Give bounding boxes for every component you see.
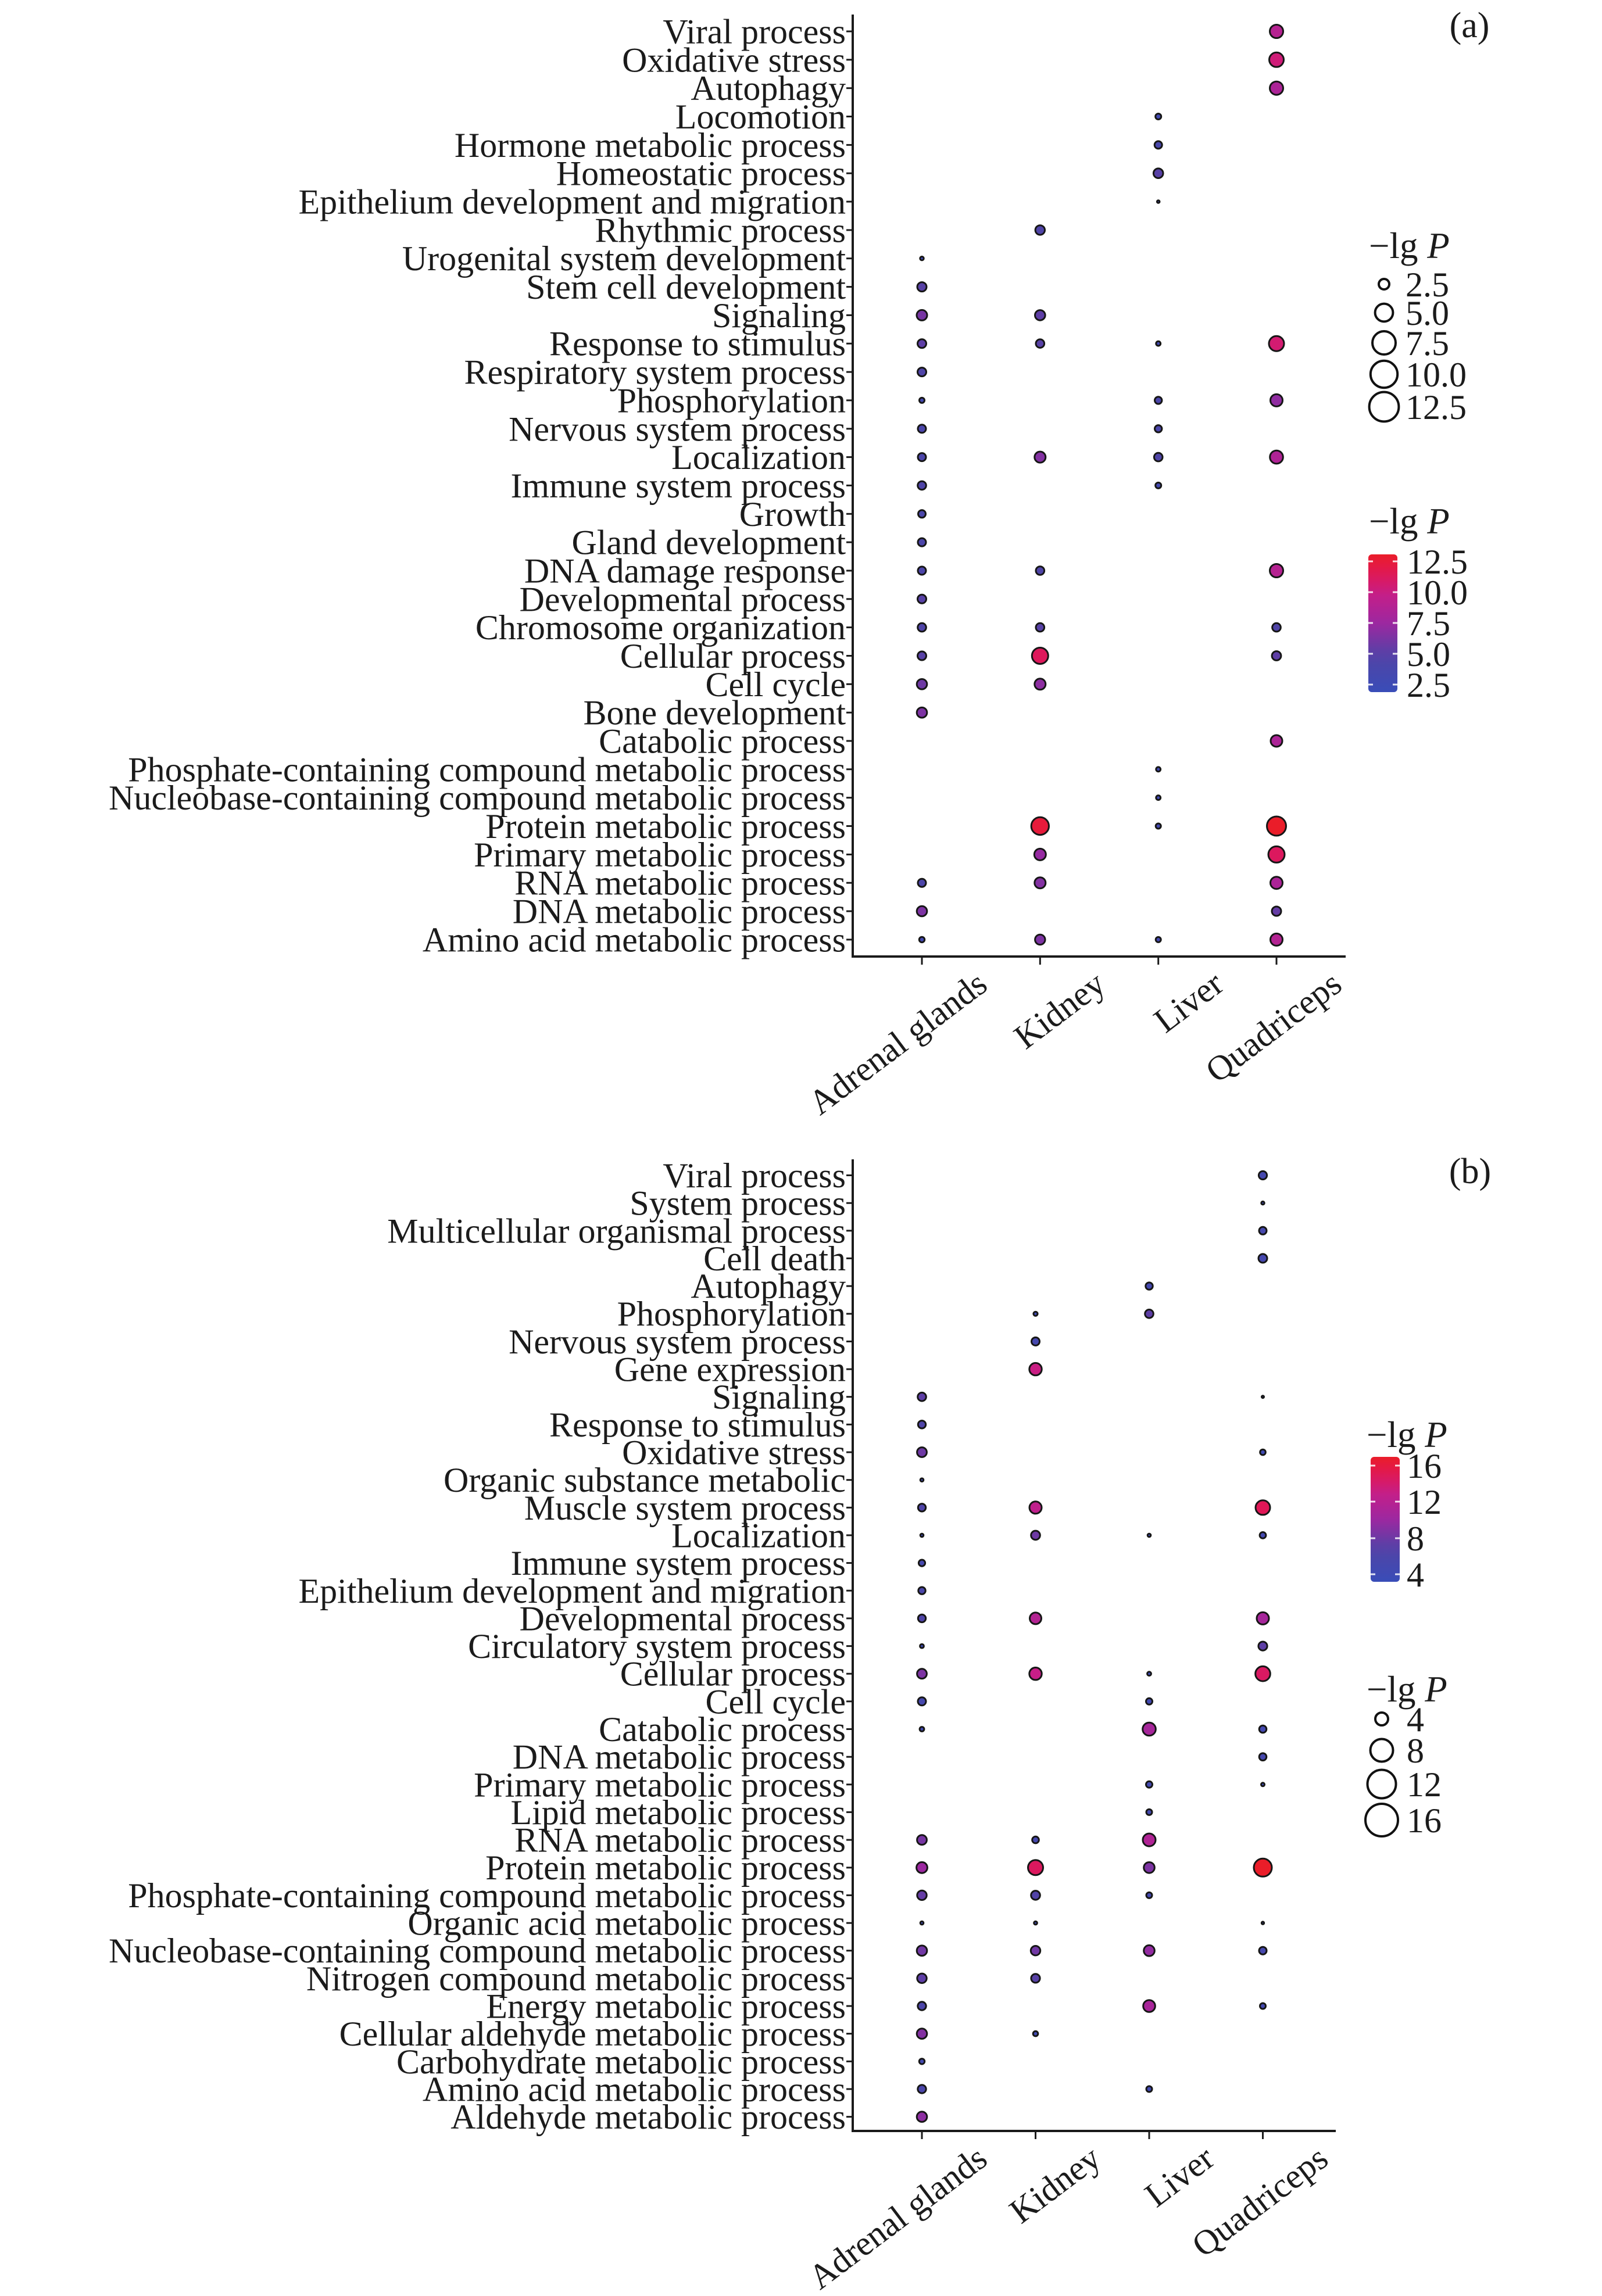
svg-text:16: 16 [1407, 1801, 1442, 1840]
svg-text:Chromosome organization: Chromosome organization [475, 608, 846, 647]
svg-text:Cellular process: Cellular process [620, 637, 846, 675]
svg-text:Cellular process: Cellular process [620, 1655, 846, 1693]
svg-text:Phosphate-containing compound: Phosphate-containing compound metabolic … [128, 750, 846, 789]
svg-text:Developmental process: Developmental process [520, 1599, 846, 1638]
svg-text:4: 4 [1407, 1700, 1424, 1739]
svg-text:DNA metabolic process: DNA metabolic process [513, 1738, 846, 1776]
svg-text:Organic acid metabolic process: Organic acid metabolic process [407, 1904, 846, 1943]
svg-text:Stem cell development: Stem cell development [526, 268, 846, 306]
svg-text:8: 8 [1407, 1520, 1424, 1558]
svg-text:RNA metabolic process: RNA metabolic process [514, 1821, 846, 1860]
svg-text:Localization: Localization [671, 438, 846, 477]
svg-text:RNA metabolic process: RNA metabolic process [514, 864, 846, 902]
svg-text:10.0: 10.0 [1407, 574, 1468, 612]
svg-text:Phosphorylation: Phosphorylation [617, 1295, 846, 1333]
svg-text:Nucleobase-containing compound: Nucleobase-containing compound metabolic… [109, 1932, 846, 1970]
svg-text:Cell cycle: Cell cycle [705, 665, 846, 704]
svg-text:Developmental process: Developmental process [520, 580, 846, 618]
svg-text:Nervous system process: Nervous system process [509, 410, 846, 448]
svg-text:Cellular aldehyde metabolic pr: Cellular aldehyde metabolic process [339, 2015, 846, 2053]
svg-text:10.0: 10.0 [1406, 356, 1467, 394]
svg-text:7.5: 7.5 [1406, 324, 1449, 363]
svg-text:Protein metabolic process: Protein metabolic process [485, 807, 846, 846]
svg-text:Epithelium development and mig: Epithelium development and migration [299, 1572, 846, 1610]
svg-text:Muscle system process: Muscle system process [524, 1489, 846, 1527]
svg-text:2.5: 2.5 [1407, 666, 1450, 704]
svg-text:5.0: 5.0 [1407, 635, 1450, 674]
svg-text:Gene expression: Gene expression [614, 1351, 846, 1389]
svg-text:12.5: 12.5 [1406, 388, 1467, 427]
svg-text:5.0: 5.0 [1406, 294, 1449, 332]
svg-text:8: 8 [1407, 1732, 1424, 1770]
svg-text:Gland development: Gland development [571, 524, 846, 562]
svg-text:Autophagy: Autophagy [691, 69, 846, 108]
svg-text:Energy metabolic process: Energy metabolic process [486, 1987, 846, 2026]
svg-text:Amino acid metabolic process: Amino acid metabolic process [423, 920, 846, 959]
svg-text:Primary metabolic process: Primary metabolic process [474, 1765, 846, 1804]
svg-text:Catabolic process: Catabolic process [599, 722, 846, 761]
svg-text:Oxidative stress: Oxidative stress [622, 1434, 846, 1472]
svg-text:Amino acid metabolic process: Amino acid metabolic process [423, 2070, 846, 2108]
svg-text:DNA metabolic process: DNA metabolic process [513, 893, 846, 931]
svg-text:2.5: 2.5 [1406, 266, 1449, 304]
svg-text:Lipid metabolic process: Lipid metabolic process [510, 1793, 846, 1832]
svg-text:Viral process: Viral process [663, 13, 846, 51]
svg-text:Localization: Localization [671, 1516, 846, 1554]
svg-text:−lg P: −lg P [1367, 1669, 1447, 1710]
svg-text:Circulatory system process: Circulatory system process [468, 1627, 846, 1665]
svg-text:12: 12 [1407, 1765, 1442, 1804]
svg-text:Autophagy: Autophagy [691, 1267, 846, 1306]
svg-text:Nitrogen compound metabolic pr: Nitrogen compound metabolic process [306, 1960, 846, 1998]
svg-text:Growth: Growth [739, 495, 846, 533]
svg-text:Urogenital system development: Urogenital system development [402, 239, 846, 278]
svg-text:−lg P: −lg P [1369, 501, 1450, 542]
svg-text:−lg P: −lg P [1369, 225, 1450, 266]
svg-text:12.5: 12.5 [1407, 543, 1468, 581]
svg-text:Organic substance metabolic: Organic substance metabolic [444, 1461, 846, 1499]
svg-text:12: 12 [1407, 1483, 1442, 1521]
svg-text:Nervous system process: Nervous system process [509, 1323, 846, 1361]
svg-text:Phosphorylation: Phosphorylation [617, 381, 846, 420]
svg-text:7.5: 7.5 [1407, 604, 1450, 643]
svg-text:Signaling: Signaling [712, 296, 846, 335]
svg-text:Hormone metabolic process: Hormone metabolic process [455, 126, 846, 164]
svg-text:DNA damage response: DNA damage response [524, 552, 846, 590]
svg-text:Cell cycle: Cell cycle [705, 1682, 846, 1721]
svg-text:Immune system process: Immune system process [510, 467, 846, 505]
svg-text:Catabolic process: Catabolic process [599, 1710, 846, 1749]
svg-text:Homeostatic process: Homeostatic process [556, 155, 846, 193]
svg-text:Multicellular organismal proce: Multicellular organismal process [387, 1212, 846, 1250]
svg-text:Phosphate-containing compound: Phosphate-containing compound metabolic … [128, 1876, 846, 1915]
svg-text:−lg P: −lg P [1367, 1414, 1447, 1455]
svg-text:Locomotion: Locomotion [675, 98, 846, 136]
svg-text:System process: System process [630, 1184, 846, 1223]
svg-text:Cell death: Cell death [703, 1240, 846, 1278]
svg-text:4: 4 [1407, 1556, 1424, 1594]
svg-text:16: 16 [1407, 1447, 1442, 1485]
svg-text:Primary metabolic process: Primary metabolic process [474, 836, 846, 874]
svg-text:Protein metabolic process: Protein metabolic process [485, 1849, 846, 1887]
svg-text:Viral process: Viral process [663, 1156, 846, 1195]
svg-text:Carbohydrate metabolic process: Carbohydrate metabolic process [396, 2043, 846, 2081]
svg-text:Immune system process: Immune system process [510, 1544, 846, 1582]
svg-text:(a): (a) [1450, 6, 1490, 45]
svg-text:Signaling: Signaling [712, 1378, 846, 1416]
svg-text:(b): (b) [1449, 1152, 1491, 1191]
svg-text:Aldehyde metabolic process: Aldehyde metabolic process [450, 2098, 846, 2136]
svg-text:Response to stimulus: Response to stimulus [549, 1406, 846, 1444]
svg-text:Respiratory system process: Respiratory system process [464, 353, 846, 392]
svg-text:Epithelium development and mig: Epithelium development and migration [299, 183, 846, 221]
svg-text:Nucleobase-containing compound: Nucleobase-containing compound metabolic… [109, 779, 846, 817]
svg-text:Oxidative stress: Oxidative stress [622, 41, 846, 79]
svg-text:Bone development: Bone development [583, 694, 846, 732]
svg-text:Response to stimulus: Response to stimulus [549, 325, 846, 363]
svg-text:Rhythmic process: Rhythmic process [595, 211, 846, 249]
